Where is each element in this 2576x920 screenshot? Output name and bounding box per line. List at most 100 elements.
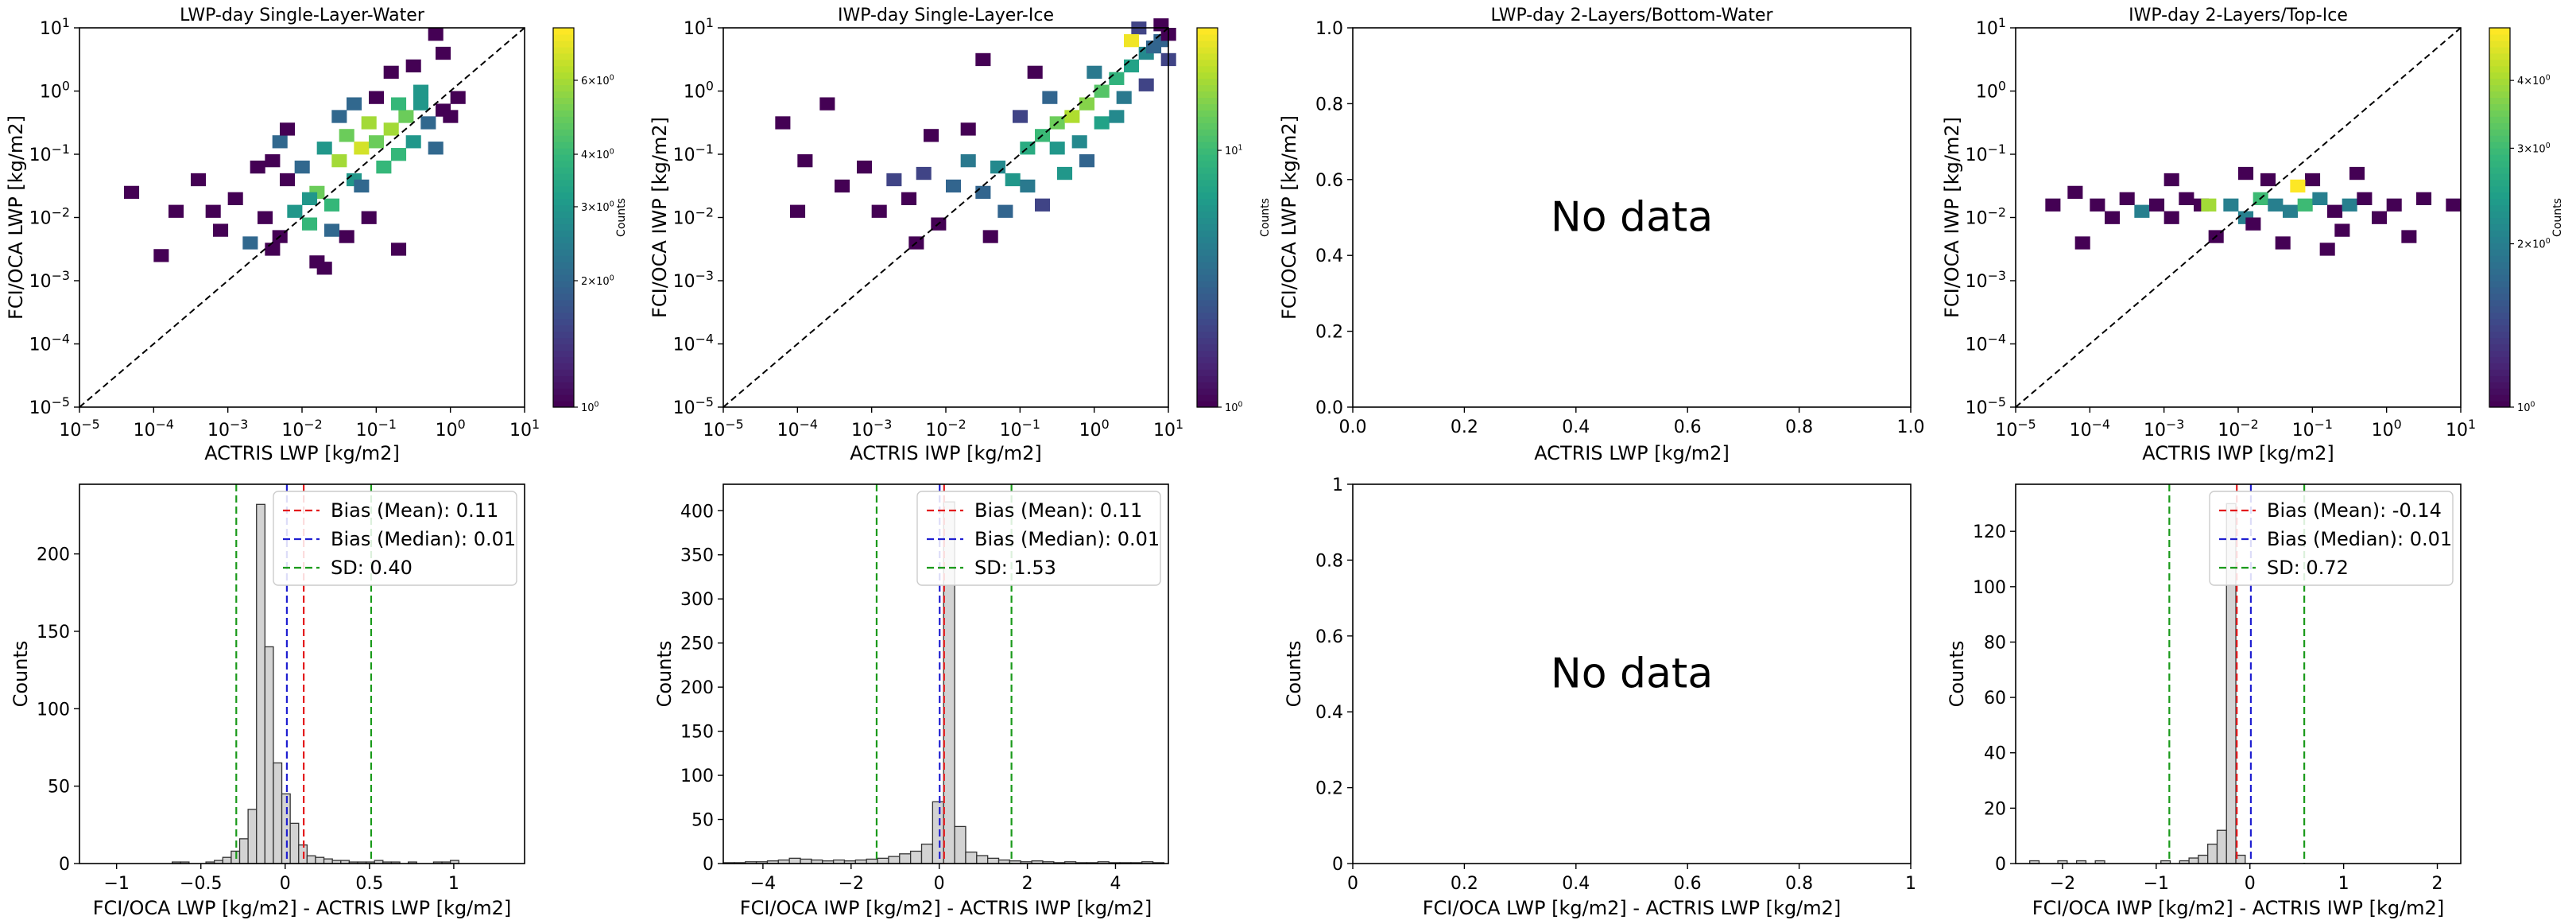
colorbar-tick-label: 4×100	[2517, 74, 2551, 87]
heatmap-cell	[1057, 166, 1073, 181]
x-axis-label: ACTRIS LWP [kg/m2]	[204, 442, 400, 464]
heatmap-cell	[391, 148, 407, 161]
histogram-bar	[965, 851, 978, 864]
colorbar-segment	[1197, 236, 1218, 243]
x-tick-label: 0.8	[1785, 874, 1813, 894]
colorbar-segment	[1197, 299, 1218, 307]
heatmap-panel-2: 10−5 10−4 10−3 10−2 10−1 100 101 10−5 10−4 10−3 10…	[649, 6, 1272, 464]
histogram-bar	[264, 646, 274, 864]
y-tick-label: 10−2	[29, 204, 70, 228]
colorbar-segment	[2489, 223, 2510, 231]
y-tick-label: 101	[684, 15, 714, 39]
y-tick-label: 10−3	[673, 268, 714, 292]
colorbar-segment	[2489, 249, 2510, 256]
plot-frame	[1352, 483, 1912, 864]
y-tick-label: 10−2	[1966, 204, 2006, 228]
colorbar-segment	[1197, 97, 1218, 104]
heatmap-cell	[1094, 116, 1110, 130]
colorbar-tick-label: 100	[581, 401, 599, 414]
colorbar-segment	[2489, 262, 2510, 269]
x-axis-label: FCI/OCA LWP [kg/m2] - ACTRIS LWP [kg/m2]	[93, 897, 512, 919]
y-tick-label: 10−5	[29, 394, 70, 418]
colorbar-segment	[2489, 324, 2510, 332]
colorbar-segment	[1197, 363, 1218, 370]
colorbar-segment	[1197, 293, 1218, 301]
colorbar-segment	[1197, 356, 1218, 363]
heatmap-cell	[960, 122, 976, 136]
colorbar-segment	[553, 268, 574, 275]
histogram-bar	[2188, 857, 2199, 864]
colorbar-segment	[2489, 65, 2510, 73]
y-tick-label: 400	[680, 502, 714, 522]
colorbar-segment	[2489, 230, 2510, 237]
heatmap-cell	[1064, 110, 1080, 123]
colorbar-segment	[2489, 122, 2510, 130]
x-tick-label: 10−1	[2292, 417, 2333, 441]
heatmap-cell	[2045, 198, 2061, 212]
x-tick-label: 10−3	[851, 417, 892, 441]
colorbar-frame	[2489, 27, 2511, 408]
plot-frame	[1352, 27, 1912, 408]
colorbar-segment	[2489, 299, 2510, 307]
panel-title: IWP-day Single-Layer-Ice	[838, 6, 1054, 25]
heatmap-cell	[428, 142, 444, 155]
heatmap-cell	[1087, 65, 1102, 79]
histogram-bar	[289, 822, 300, 864]
heatmap-cell	[2260, 173, 2276, 187]
heatmap-cell	[2105, 211, 2121, 224]
heatmap-cell	[916, 166, 932, 181]
y-tick-label: 50	[48, 778, 70, 798]
colorbar-segment	[2489, 369, 2510, 376]
histogram-bar	[323, 858, 333, 864]
colorbar-segment	[1197, 110, 1218, 117]
heatmap-cell	[316, 142, 332, 155]
colorbar-segment	[2489, 33, 2510, 41]
histogram-bar	[888, 856, 901, 864]
colorbar-segment	[1197, 324, 1218, 332]
colorbar-segment	[553, 40, 574, 48]
colorbar-segment	[1197, 344, 1218, 351]
colorbar-segment	[553, 274, 574, 281]
colorbar-segment	[553, 65, 574, 73]
legend-box	[916, 491, 1161, 586]
y-tick-label: 0.2	[1315, 323, 1343, 343]
x-tick-label: 2	[2432, 874, 2443, 894]
y-tick-label: 150	[37, 623, 70, 642]
colorbar-segment	[1197, 52, 1218, 60]
colorbar-segment	[1197, 274, 1218, 281]
heatmap-cell	[2290, 179, 2306, 193]
heatmap-cell	[413, 97, 429, 111]
y-tick-label: 100	[680, 767, 714, 786]
x-tick-label: 10−5	[1995, 417, 2036, 441]
colorbar-segment	[1197, 286, 1218, 294]
heatmap-cell	[405, 135, 421, 149]
heatmap-cell	[2134, 204, 2150, 218]
colorbar-segment	[553, 204, 574, 212]
heatmap-cell	[391, 243, 407, 256]
x-tick-label: 101	[2446, 417, 2476, 441]
heatmap-cell	[1042, 91, 1058, 104]
colorbar-segment	[2489, 217, 2510, 225]
heatmap-cell	[265, 154, 281, 168]
x-axis-label: ACTRIS IWP [kg/m2]	[850, 442, 1042, 464]
colorbar-segment	[1197, 331, 1218, 339]
heatmap-cell	[302, 192, 318, 205]
heatmap-cell	[2401, 230, 2417, 243]
heatmap-cell	[790, 204, 806, 218]
y-tick-label: 300	[680, 590, 714, 610]
heatmap-cell	[1116, 91, 1132, 104]
colorbar-segment	[553, 129, 574, 136]
histogram-bar	[2216, 829, 2227, 864]
colorbar-segment	[2489, 211, 2510, 219]
colorbar-segment	[553, 28, 574, 35]
legend-entry: Bias (Mean): 0.11	[331, 499, 498, 522]
histogram-bar	[788, 857, 801, 864]
heatmap-cell	[2312, 192, 2328, 205]
histogram-panel-3: 0 0.2 0.4 0.6 0.8 1 0 0.2 0.4 0.6 0.8 1 No data FCI/O…	[1283, 476, 1916, 919]
colorbar-tick-label: 3×100	[581, 200, 614, 214]
colorbar-segment	[1197, 350, 1218, 357]
heatmap-cell	[1027, 65, 1043, 79]
colorbar-segment	[1197, 192, 1218, 200]
colorbar-segment	[1197, 305, 1218, 313]
